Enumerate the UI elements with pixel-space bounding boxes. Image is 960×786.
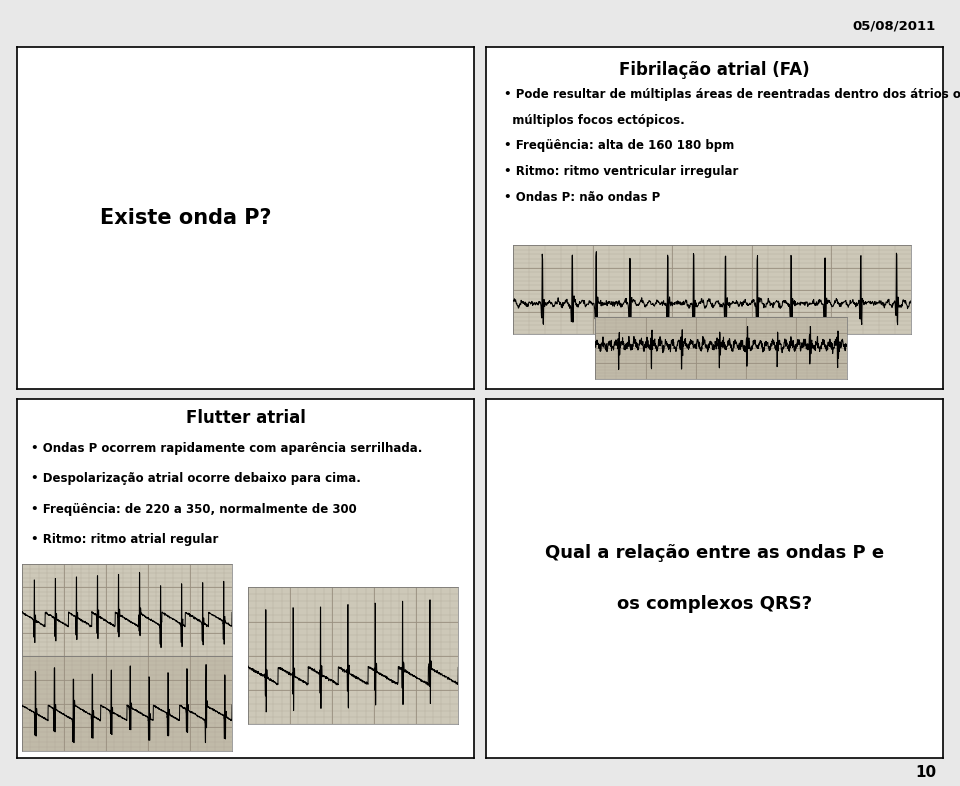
Text: Existe onda P?: Existe onda P? [100, 208, 271, 228]
Text: • Ondas P: não ondas P: • Ondas P: não ondas P [504, 191, 660, 204]
Text: Flutter atrial: Flutter atrial [186, 410, 305, 428]
Text: • Ondas P ocorrem rapidamente com aparência serrilhada.: • Ondas P ocorrem rapidamente com aparên… [31, 442, 422, 454]
Text: • Freqüência: alta de 160 180 bpm: • Freqüência: alta de 160 180 bpm [504, 139, 734, 152]
Text: • Pode resultar de múltiplas áreas de reentradas dentro dos átrios ou de: • Pode resultar de múltiplas áreas de re… [504, 88, 960, 101]
Text: 05/08/2011: 05/08/2011 [852, 20, 936, 33]
Text: • Freqüência: de 220 a 350, normalmente de 300: • Freqüência: de 220 a 350, normalmente … [31, 503, 357, 516]
Text: • Ritmo: ritmo atrial regular: • Ritmo: ritmo atrial regular [31, 534, 218, 546]
Text: 10: 10 [915, 765, 936, 780]
Text: os complexos QRS?: os complexos QRS? [616, 595, 812, 613]
Text: múltiplos focos ectópicos.: múltiplos focos ectópicos. [504, 114, 684, 127]
Text: Fibrilação atrial (FA): Fibrilação atrial (FA) [619, 61, 809, 79]
Text: • Ritmo: ritmo ventricular irregular: • Ritmo: ritmo ventricular irregular [504, 165, 738, 178]
Text: • Despolarização atrial ocorre debaixo para cima.: • Despolarização atrial ocorre debaixo p… [31, 472, 361, 485]
Text: Qual a relação entre as ondas P e: Qual a relação entre as ondas P e [544, 544, 884, 562]
